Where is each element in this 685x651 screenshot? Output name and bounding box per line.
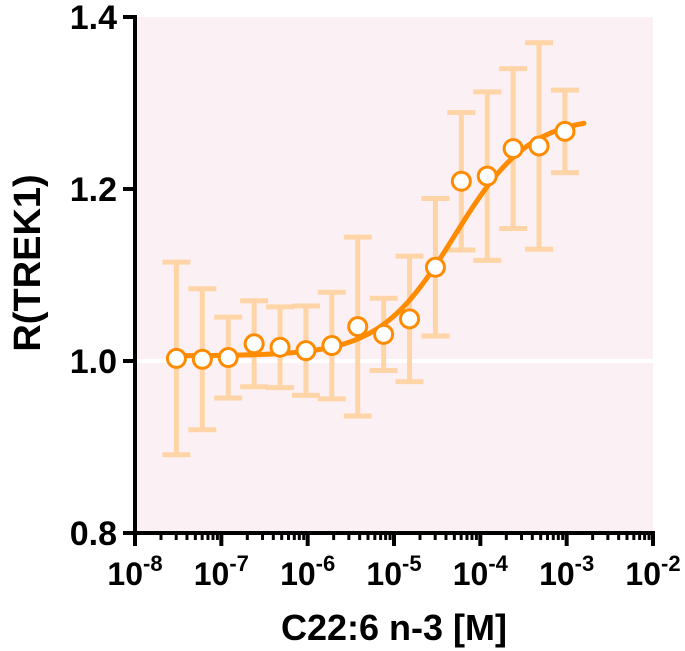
plot-background <box>135 17 653 533</box>
data-point <box>321 335 343 357</box>
data-point <box>373 323 395 345</box>
x-tick-label: 10-5 <box>366 551 421 592</box>
data-point <box>243 333 265 355</box>
data-point <box>424 256 446 278</box>
data-points <box>165 120 576 370</box>
data-point <box>450 170 472 192</box>
data-point <box>295 340 317 362</box>
data-point <box>502 138 524 160</box>
y-tick-label: 1.4 <box>70 0 117 37</box>
x-tick-label: 10-7 <box>194 551 249 592</box>
data-point <box>347 316 369 338</box>
data-point <box>269 336 291 358</box>
x-tick-label: 10-2 <box>625 551 680 592</box>
y-tick-label: 1.2 <box>70 171 117 209</box>
data-point <box>165 347 187 369</box>
data-point <box>399 308 421 330</box>
data-point <box>554 120 576 142</box>
data-point <box>476 165 498 187</box>
x-tick-label: 10-8 <box>107 551 162 592</box>
y-tick-label: 0.8 <box>70 515 117 553</box>
x-tick-label: 10-3 <box>539 551 594 592</box>
ticks: 0.8 1.0 1.2 1.4 10-8 10-7 10-6 10-5 10-4 10-3 10-2 <box>70 0 681 592</box>
y-axis-title: R(TREK1) <box>7 174 49 351</box>
x-axis-title: C22:6 n-3 [M] <box>281 607 507 648</box>
data-point <box>191 348 213 370</box>
x-tick-label: 10-6 <box>280 551 335 592</box>
x-tick-label: 10-4 <box>453 551 509 592</box>
data-point <box>217 347 239 369</box>
data-point <box>528 135 550 157</box>
y-tick-label: 1.0 <box>70 343 117 381</box>
